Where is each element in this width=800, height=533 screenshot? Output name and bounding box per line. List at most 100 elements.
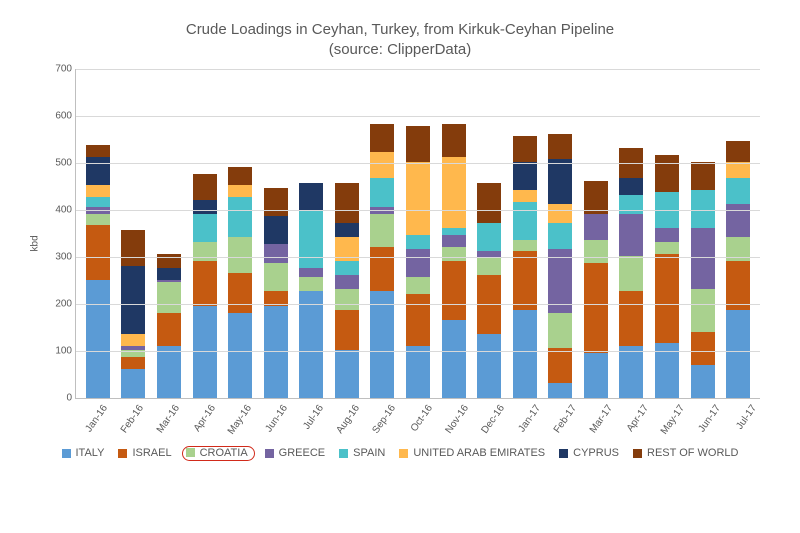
bar-segment-croatia <box>655 242 679 254</box>
y-tick-label: 300 <box>46 251 72 262</box>
bar-segment-croatia <box>264 263 288 291</box>
bar-segment-israel <box>335 310 359 350</box>
bar-segment-uae <box>548 204 572 223</box>
bar-segment-italy <box>406 346 430 398</box>
bar-segment-croatia <box>157 282 181 313</box>
bar-segment-uae <box>370 152 394 178</box>
bar-segment-greece <box>264 244 288 263</box>
legend-item-row: REST OF WORLD <box>633 447 738 460</box>
bar-segment-israel <box>442 261 466 320</box>
bar-segment-spain <box>335 261 359 275</box>
bar-segment-spain <box>406 235 430 249</box>
y-tick-label: 500 <box>46 157 72 168</box>
bar-segment-row <box>513 136 537 162</box>
bar-segment-uae <box>228 185 252 197</box>
bar-segment-row <box>548 134 572 160</box>
x-tick-label: Sep-16 <box>361 403 399 450</box>
y-tick-label: 200 <box>46 298 72 309</box>
bar <box>193 174 217 398</box>
legend-item-cyprus: CYPRUS <box>559 447 619 460</box>
bars-container <box>76 69 760 398</box>
bar <box>584 181 608 398</box>
bar-segment-row <box>442 124 466 157</box>
legend-swatch <box>265 449 274 458</box>
bar-segment-italy <box>299 291 323 397</box>
bar-segment-greece <box>619 214 643 256</box>
bar <box>121 230 145 397</box>
legend-item-uae: UNITED ARAB EMIRATES <box>399 447 545 460</box>
legend-swatch <box>62 449 71 458</box>
x-tick-label: Apr-16 <box>180 403 218 450</box>
bar-segment-cyprus <box>121 266 145 334</box>
x-tick-label: Feb-16 <box>108 403 146 450</box>
x-tick-label: Apr-17 <box>613 403 651 450</box>
bar-segment-italy <box>264 306 288 398</box>
y-tick-label: 0 <box>46 392 72 403</box>
bar-segment-uae <box>121 334 145 346</box>
x-tick-label: Jan-16 <box>72 403 110 450</box>
bar <box>691 162 715 398</box>
legend-swatch <box>559 449 568 458</box>
bar-segment-israel <box>370 247 394 292</box>
gridline <box>76 69 760 70</box>
y-axis-label: kbd <box>30 235 41 251</box>
x-tick-label: Feb-17 <box>541 403 579 450</box>
plot-region: 0100200300400500600700 <box>75 69 760 399</box>
bar-segment-cyprus <box>157 268 181 280</box>
bar <box>477 183 501 397</box>
bar-segment-israel <box>157 313 181 346</box>
bar-segment-row <box>726 141 750 162</box>
bar-segment-cyprus <box>299 183 323 211</box>
bar-segment-croatia <box>370 214 394 247</box>
bar <box>442 124 466 397</box>
bar-segment-italy <box>86 280 110 398</box>
bar-segment-row <box>86 145 110 157</box>
bar-segment-spain <box>442 228 466 235</box>
y-tick-label: 400 <box>46 204 72 215</box>
bar-segment-croatia <box>619 256 643 291</box>
bar-segment-italy <box>370 291 394 397</box>
chart-area: kbd 0100200300400500600700 Jan-16Feb-16M… <box>75 69 760 439</box>
chart-title-line1: Crude Loadings in Ceyhan, Turkey, from K… <box>186 21 614 38</box>
bar-segment-row <box>655 155 679 193</box>
bar-segment-croatia <box>335 289 359 310</box>
legend-item-italy: ITALY <box>62 447 105 460</box>
gridline <box>76 304 760 305</box>
x-tick-label: Mar-16 <box>144 403 182 450</box>
bar-segment-greece <box>655 228 679 242</box>
legend-item-spain: SPAIN <box>339 447 385 460</box>
bar-segment-israel <box>548 348 572 383</box>
bar-segment-row <box>406 126 430 161</box>
legend-swatch <box>633 449 642 458</box>
bar-segment-italy <box>335 350 359 397</box>
bar-segment-croatia <box>406 277 430 294</box>
bar <box>513 136 537 398</box>
bar <box>619 148 643 398</box>
bar-segment-greece <box>299 268 323 277</box>
y-tick-label: 600 <box>46 110 72 121</box>
x-tick-label: Oct-16 <box>397 403 435 450</box>
bar-segment-cyprus <box>264 216 288 244</box>
bar-segment-croatia <box>691 289 715 331</box>
legend-swatch <box>399 449 408 458</box>
x-tick-label: Jul-17 <box>721 403 759 450</box>
bar-segment-row <box>335 183 359 223</box>
bar <box>655 155 679 398</box>
bar-segment-croatia <box>442 247 466 261</box>
bar-segment-spain <box>86 197 110 206</box>
legend-label: CYPRUS <box>573 447 619 459</box>
y-tick-label: 100 <box>46 345 72 356</box>
x-tick-label: Nov-16 <box>433 403 471 450</box>
bar-segment-croatia <box>584 240 608 264</box>
bar-segment-italy <box>584 353 608 398</box>
gridline <box>76 351 760 352</box>
gridline <box>76 116 760 117</box>
bar-segment-italy <box>442 320 466 398</box>
bar-segment-italy <box>691 365 715 398</box>
bar-segment-israel <box>86 225 110 279</box>
bar-segment-cyprus <box>548 159 572 204</box>
bar-segment-croatia <box>193 242 217 261</box>
chart-title-line2: (source: ClipperData) <box>329 41 472 58</box>
bar-segment-row <box>228 167 252 186</box>
bar-segment-greece <box>335 275 359 289</box>
